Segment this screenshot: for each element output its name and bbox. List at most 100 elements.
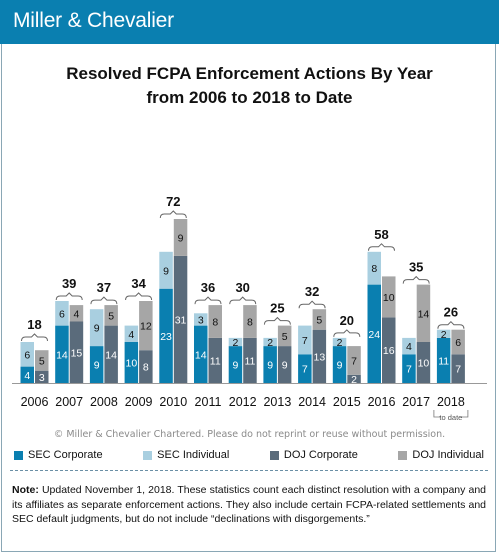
bracket-2016 xyxy=(368,243,395,251)
data-label-sec-corporate-2015: 9 xyxy=(337,360,343,372)
legend-item-sec-individual: SEC Individual xyxy=(143,449,229,461)
bar-doj-corporate-2015 xyxy=(347,374,361,383)
data-label-doj-corporate-2015: 2 xyxy=(351,374,357,386)
total-label-2017: 35 xyxy=(409,260,423,275)
divider xyxy=(10,470,488,471)
data-label-doj-corporate-2010: 31 xyxy=(175,314,187,326)
bar-sec-individual-2013 xyxy=(263,337,277,347)
copyright-notice: © Miller & Chevalier Chartered. Please d… xyxy=(53,429,446,440)
data-label-sec-individual-2008: 9 xyxy=(94,323,100,335)
data-label-sec-individual-2009: 4 xyxy=(128,329,134,341)
bar-doj-corporate-2018 xyxy=(451,354,465,383)
data-label-doj-individual-2010: 9 xyxy=(178,232,184,244)
data-label-doj-corporate-2016: 16 xyxy=(383,345,395,357)
bar-doj-corporate-2012 xyxy=(243,337,257,383)
legend-item-sec-corporate: SEC Corporate xyxy=(14,449,103,461)
data-label-doj-individual-2012: 8 xyxy=(247,317,253,329)
bracket-2013 xyxy=(263,316,291,325)
legend-label-sec-individual: SEC Individual xyxy=(157,449,230,461)
bar-doj-individual-2007 xyxy=(69,305,84,322)
total-label-2008: 37 xyxy=(97,280,111,295)
data-label-sec-individual-2013: 2 xyxy=(267,337,273,349)
bar-doj-individual-2013 xyxy=(277,325,292,347)
bar-doj-corporate-2013 xyxy=(277,346,292,383)
bar-doj-corporate-2010 xyxy=(173,255,188,383)
data-label-doj-corporate-2008: 14 xyxy=(105,349,117,361)
legend-label-sec-corporate: SEC Corporate xyxy=(28,449,103,461)
data-label-sec-individual-2017: 4 xyxy=(406,341,412,353)
bar-doj-corporate-2006 xyxy=(35,370,49,383)
data-label-sec-corporate-2017: 7 xyxy=(406,364,412,376)
total-label-2011: 36 xyxy=(201,280,215,295)
bar-sec-individual-2015 xyxy=(332,337,347,347)
bar-sec-corporate-2015 xyxy=(332,346,347,383)
bar-doj-individual-2009 xyxy=(139,301,153,351)
data-label-doj-individual-2006: 5 xyxy=(39,355,45,367)
x-tick-label-2015: 2015 xyxy=(333,395,361,409)
legend-swatch-doj-corporate xyxy=(269,450,279,460)
bar-sec-corporate-2008 xyxy=(89,346,104,383)
chart-title-line-2: from 2006 to 2018 to Date xyxy=(146,88,353,107)
data-label-sec-corporate-2011: 14 xyxy=(195,349,207,361)
data-label-sec-individual-2012: 2 xyxy=(233,337,239,349)
bar-doj-individual-2006 xyxy=(35,350,49,371)
data-label-doj-individual-2015: 7 xyxy=(351,355,357,367)
data-label-doj-corporate-2011: 11 xyxy=(210,355,221,367)
bar-doj-individual-2016 xyxy=(382,276,396,318)
bar-sec-individual-2010 xyxy=(159,251,173,289)
bar-sec-corporate-2006 xyxy=(20,366,34,383)
bracket-2007 xyxy=(55,292,83,301)
bar-doj-individual-2017 xyxy=(416,284,431,342)
data-label-sec-corporate-2010: 23 xyxy=(160,331,172,343)
bar-doj-corporate-2014 xyxy=(312,329,327,383)
x-tick-label-2007: 2007 xyxy=(55,395,83,409)
bracket-2011 xyxy=(194,296,222,305)
legend-swatch-doj-individual xyxy=(398,450,408,460)
data-label-doj-corporate-2007: 15 xyxy=(71,347,83,359)
bar-doj-individual-2014 xyxy=(312,309,327,330)
bar-sec-individual-2017 xyxy=(402,337,416,355)
total-label-2013: 25 xyxy=(270,301,284,316)
bracket-2012 xyxy=(229,296,257,305)
bar-sec-individual-2011 xyxy=(194,313,208,326)
data-label-sec-corporate-2007: 14 xyxy=(56,349,68,361)
bar-doj-individual-2015 xyxy=(347,346,361,375)
x-tick-label-2011: 2011 xyxy=(195,395,222,409)
data-label-sec-corporate-2012: 9 xyxy=(233,360,239,372)
data-label-sec-individual-2007: 6 xyxy=(59,308,65,320)
data-label-sec-individual-2011: 3 xyxy=(198,314,204,326)
bar-doj-individual-2012 xyxy=(243,305,257,338)
x-tick-label-2017: 2017 xyxy=(402,395,430,409)
data-label-doj-corporate-2017: 10 xyxy=(418,358,430,370)
bar-doj-corporate-2007 xyxy=(69,321,84,383)
data-label-sec-individual-2018: 2 xyxy=(441,329,447,341)
x-tick-label-2010: 2010 xyxy=(159,395,187,409)
bar-sec-individual-2018 xyxy=(436,329,451,338)
data-label-sec-individual-2016: 8 xyxy=(371,263,377,275)
data-label-sec-corporate-2014: 7 xyxy=(302,364,308,376)
bar-sec-corporate-2010 xyxy=(159,288,173,383)
bar-sec-corporate-2014 xyxy=(298,354,312,383)
data-label-sec-corporate-2009: 10 xyxy=(126,358,138,370)
data-label-sec-individual-2006: 6 xyxy=(24,349,30,361)
legend-label-doj-individual: DOJ Individual xyxy=(412,449,484,461)
legend-label-doj-corporate: DOJ Corporate xyxy=(283,449,358,461)
legend-item-doj-corporate: DOJ Corporate xyxy=(269,449,358,461)
bar-sec-corporate-2009 xyxy=(124,342,139,383)
x-tick-label-2016: 2016 xyxy=(368,395,396,409)
total-label-2016: 58 xyxy=(374,227,388,242)
bar-sec-corporate-2016 xyxy=(367,284,381,383)
total-label-2007: 39 xyxy=(62,276,76,291)
bar-doj-individual-2018 xyxy=(451,329,465,355)
bar-doj-corporate-2009 xyxy=(139,350,153,383)
bar-sec-individual-2014 xyxy=(298,325,312,355)
total-label-2012: 30 xyxy=(235,280,249,295)
data-label-doj-corporate-2014: 13 xyxy=(314,351,326,363)
data-label-doj-individual-2008: 5 xyxy=(108,310,114,322)
header-bar: Miller & Chevalier xyxy=(0,0,499,44)
x-tick-label-2014: 2014 xyxy=(298,395,326,409)
x-tick-label-2013: 2013 xyxy=(263,395,291,409)
data-label-doj-corporate-2018: 7 xyxy=(455,364,461,376)
legend: SEC Corporate SEC Individual DOJ Corpora… xyxy=(14,449,484,461)
bar-sec-corporate-2013 xyxy=(263,346,277,383)
